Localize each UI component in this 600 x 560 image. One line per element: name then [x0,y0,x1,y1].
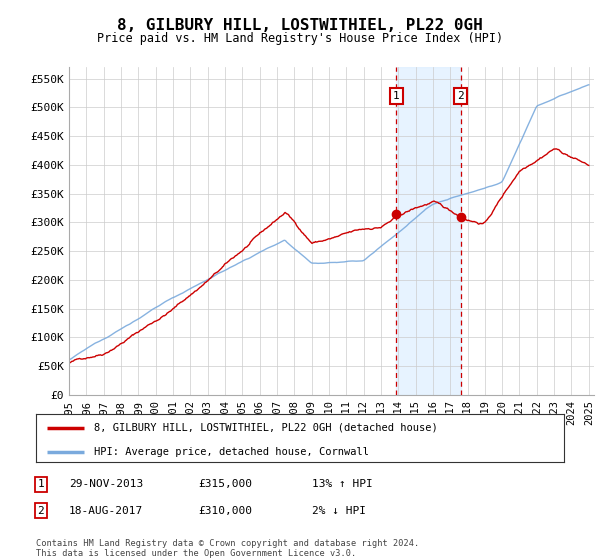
Text: 2: 2 [457,91,464,101]
Text: 2: 2 [37,506,44,516]
Text: 2% ↓ HPI: 2% ↓ HPI [312,506,366,516]
Text: 1: 1 [393,91,400,101]
Text: 13% ↑ HPI: 13% ↑ HPI [312,479,373,489]
Text: 8, GILBURY HILL, LOSTWITHIEL, PL22 0GH (detached house): 8, GILBURY HILL, LOSTWITHIEL, PL22 0GH (… [94,423,438,433]
Bar [397,67,461,395]
Text: Price paid vs. HM Land Registry's House Price Index (HPI): Price paid vs. HM Land Registry's House … [97,32,503,45]
Text: 29-NOV-2013: 29-NOV-2013 [69,479,143,489]
Text: £310,000: £310,000 [198,506,252,516]
Text: 8, GILBURY HILL, LOSTWITHIEL, PL22 0GH: 8, GILBURY HILL, LOSTWITHIEL, PL22 0GH [117,18,483,33]
Text: Contains HM Land Registry data © Crown copyright and database right 2024.
This d: Contains HM Land Registry data © Crown c… [36,539,419,558]
Text: HPI: Average price, detached house, Cornwall: HPI: Average price, detached house, Corn… [94,446,369,456]
Text: 1: 1 [37,479,44,489]
Text: £315,000: £315,000 [198,479,252,489]
Text: 18-AUG-2017: 18-AUG-2017 [69,506,143,516]
